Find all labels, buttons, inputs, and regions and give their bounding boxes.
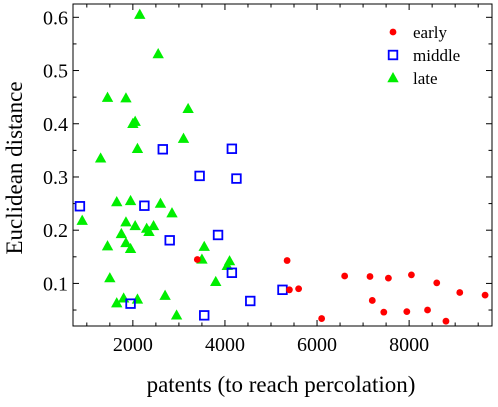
late-point [94,152,107,163]
late-point [147,219,160,231]
legend-item-middle: middle [387,46,460,65]
late-point [124,242,137,254]
late-point [223,255,236,266]
data-points [74,8,489,325]
middle-point [245,295,256,307]
middle-point [226,267,238,278]
legend-marker-late [387,72,399,83]
x-axis-label: patents (to reach percolation) [147,372,416,397]
late-point [124,194,137,206]
early-point [433,279,441,287]
y-tick-label: 0.4 [43,114,68,136]
late-point [101,240,114,251]
early-point [193,256,201,263]
late-point [152,48,164,59]
early-point [286,286,293,294]
early-point [403,308,411,316]
late-point [129,115,141,126]
late-point [154,197,167,208]
legend-label-middle: middle [413,46,460,65]
plot-frame-border [72,3,493,327]
early-point [408,271,415,279]
late-point [120,236,132,248]
middle-point [74,201,86,212]
late-point [170,309,183,320]
middle-point [164,235,175,246]
legend-item-early: early [389,23,447,42]
early-point [283,257,291,264]
late-point [120,216,132,227]
legend-label-early: early [413,23,447,42]
late-point [104,272,116,283]
early-point [318,315,326,322]
middle-point [125,298,136,309]
y-tick-label: 0.3 [43,167,68,189]
legend: early middle late [387,23,460,88]
x-tick-label: 4000 [205,334,245,356]
late-point [129,219,141,231]
plot-frame [72,3,493,327]
early-point [380,308,388,316]
y-tick-label: 0.6 [43,7,68,29]
x-tick-label: 6000 [297,334,337,356]
y-tick-label: 0.1 [43,273,68,295]
early-point [385,274,392,282]
late-point [182,102,194,114]
late-point [198,240,210,251]
middle-point [277,284,288,296]
late-point [120,92,132,103]
x-tick-label: 2000 [113,334,153,356]
early-point [481,291,489,299]
middle-point [231,173,242,184]
y-axis-label: Euclidean distance [2,81,27,254]
middle-point [157,144,168,155]
middle-point [194,170,205,182]
legend-item-late: late [387,69,438,88]
late-point [111,195,123,207]
late-point [111,297,123,308]
x-tick-label: 8000 [389,334,429,356]
axis-ticks: 2000 4000 6000 8000 0.1 0.2 0.3 0.4 0.5 0.6 [43,4,492,356]
middle-point [139,200,150,211]
early-point [366,273,374,280]
late-point [76,214,88,225]
late-point [101,91,114,102]
middle-point [226,143,238,154]
legend-marker-middle [387,49,399,61]
late-point [134,8,146,19]
late-point [131,142,144,153]
late-point [177,132,190,143]
late-point [159,289,171,300]
early-point [424,306,431,314]
late-point [210,275,222,287]
y-tick-label: 0.2 [43,220,68,242]
legend-marker-early [389,28,397,36]
early-point [368,297,376,304]
early-point [456,289,464,296]
late-point [166,207,178,218]
series-late [76,8,236,320]
early-point [295,285,303,293]
middle-point [212,229,224,241]
late-point [115,227,128,239]
series-middle [74,143,288,321]
series-early [193,256,489,325]
late-point [143,225,155,236]
legend-label-late: late [413,69,438,88]
middle-point [199,310,210,321]
late-point [117,292,130,303]
y-tick-label: 0.5 [43,61,68,83]
early-point [442,317,450,325]
early-point [341,272,349,280]
